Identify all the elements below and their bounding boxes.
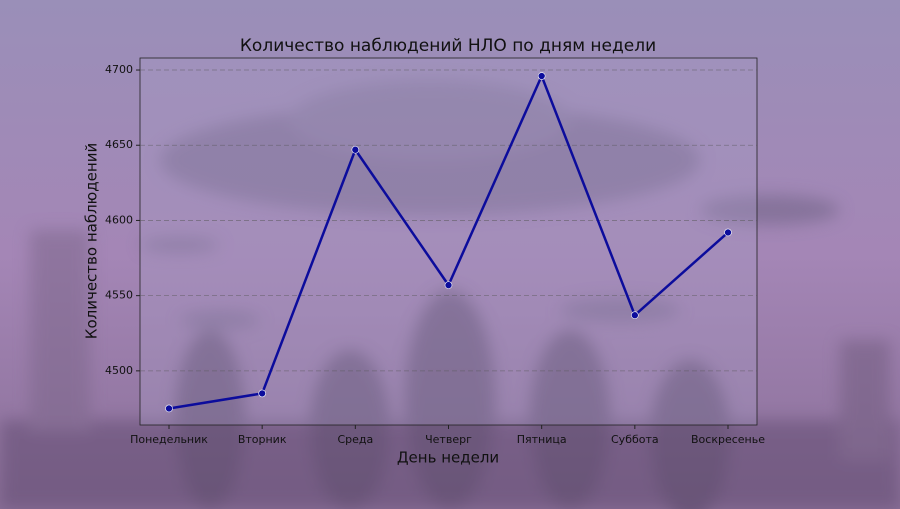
point bbox=[537, 72, 546, 80]
x-tick-label: Среда bbox=[337, 433, 373, 446]
x-tick-label: Воскресенье bbox=[691, 433, 765, 446]
y-tick-label: 4550 bbox=[105, 289, 133, 302]
x-tick-label: Вторник bbox=[238, 433, 287, 446]
y-tick-label: 4700 bbox=[105, 63, 133, 76]
y-tick-label: 4600 bbox=[105, 213, 133, 226]
y-tick-label: 4500 bbox=[105, 364, 133, 377]
x-tick-label: Понедельник bbox=[130, 433, 208, 446]
y-axis-label: Количество наблюдений bbox=[83, 143, 101, 339]
point bbox=[631, 311, 639, 320]
point bbox=[165, 404, 173, 413]
x-tick-label: Четверг bbox=[425, 433, 472, 446]
x-axis-label: День недели bbox=[397, 449, 499, 467]
point bbox=[351, 145, 360, 154]
point bbox=[258, 389, 266, 398]
point bbox=[444, 281, 453, 289]
point bbox=[724, 228, 732, 237]
chart-title: Количество наблюдений НЛО по дням недели bbox=[240, 36, 656, 56]
x-tick-label: Пятница bbox=[517, 433, 567, 446]
y-tick-label: 4650 bbox=[105, 138, 133, 151]
x-tick-label: Суббота bbox=[611, 433, 659, 446]
